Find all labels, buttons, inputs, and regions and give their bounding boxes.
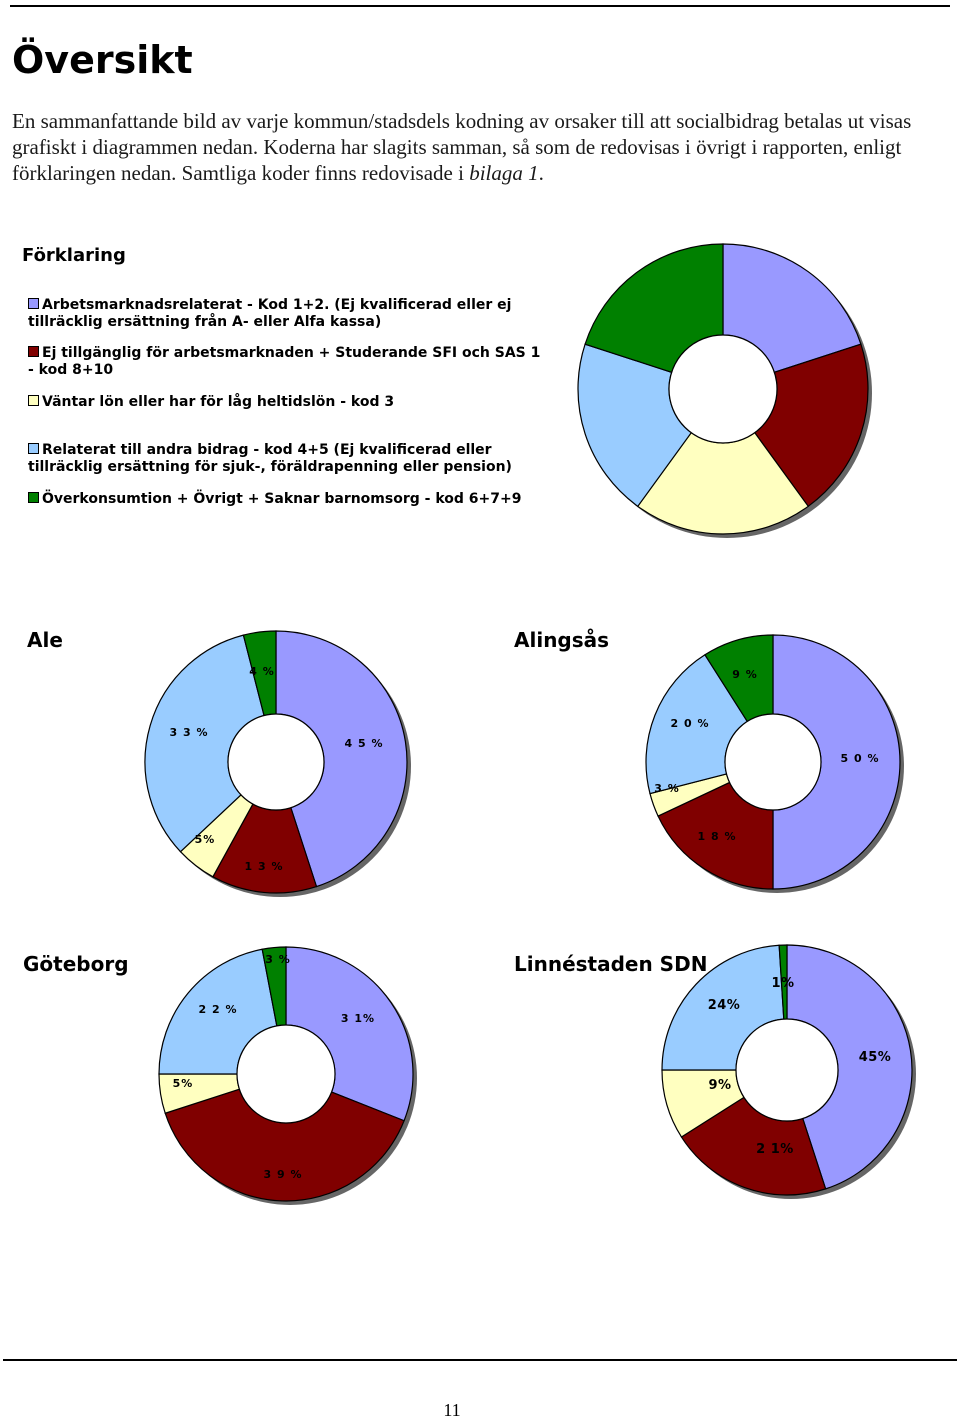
legend-swatch bbox=[28, 395, 39, 406]
legend-item: Ej tillgänglig för arbetsmarknaden + Stu… bbox=[28, 345, 548, 379]
donut-hole bbox=[724, 713, 822, 811]
data-label: 1 8 % bbox=[698, 830, 737, 843]
chart-title-goteborg: Göteborg bbox=[23, 952, 129, 976]
data-label: 3 % bbox=[265, 953, 291, 966]
bottom-rule bbox=[3, 1359, 957, 1361]
legend-item: Arbetsmarknadsrelaterat - Kod 1+2. (Ej k… bbox=[28, 297, 548, 331]
intro-paragraph: En sammanfattande bild av varje kommun/s… bbox=[12, 108, 912, 186]
legend-item: Överkonsumtion + Övrigt + Saknar barnoms… bbox=[28, 491, 548, 508]
donut-chart-2: 5 0 % 1 8 % 3 % 2 0 % 9 % bbox=[645, 634, 904, 893]
data-label: 9% bbox=[708, 1078, 731, 1093]
data-label: 5% bbox=[195, 833, 216, 846]
data-label: 2 2 % bbox=[199, 1003, 238, 1016]
legend-swatch bbox=[28, 346, 39, 357]
legend-swatch bbox=[28, 492, 39, 503]
legend-label: Arbetsmarknadsrelaterat - Kod 1+2. (Ej k… bbox=[28, 297, 512, 330]
legend-label: Överkonsumtion + Övrigt + Saknar barnoms… bbox=[42, 491, 522, 507]
donut-hole bbox=[735, 1018, 839, 1122]
chart-title-ale: Ale bbox=[27, 628, 63, 652]
page-number: 11 bbox=[443, 1400, 461, 1420]
data-label: 9 % bbox=[732, 668, 758, 681]
donut-hole bbox=[668, 334, 778, 444]
top-rule bbox=[10, 5, 950, 7]
data-label: 3 9 % bbox=[264, 1168, 303, 1181]
legend-heading: Förklaring bbox=[22, 245, 126, 266]
page-title: Översikt bbox=[12, 38, 193, 82]
legend-label: Ej tillgänglig för arbetsmarknaden + Stu… bbox=[28, 345, 541, 378]
data-label: 5% bbox=[173, 1077, 194, 1090]
legend-item: Väntar lön eller har för låg heltidslön … bbox=[28, 394, 548, 411]
data-label: 1% bbox=[771, 976, 794, 991]
donut-chart-4: 45% 2 1% 9% 24% 1% bbox=[661, 944, 916, 1199]
chart-title-alingsas: Alingsås bbox=[514, 628, 610, 652]
data-label: 2 1% bbox=[756, 1142, 794, 1157]
legend-swatch bbox=[28, 298, 39, 309]
data-label: 5 0 % bbox=[841, 752, 880, 765]
legend-label: Relaterat till andra bidrag - kod 4+5 (E… bbox=[28, 442, 512, 475]
chart-title-linnestaden: Linnéstaden SDN bbox=[514, 952, 708, 976]
data-label: 45% bbox=[859, 1050, 892, 1065]
legend-label: Väntar lön eller har för låg heltidslön … bbox=[42, 394, 395, 410]
donut-chart-0 bbox=[577, 243, 872, 538]
data-label: 2 0 % bbox=[671, 717, 710, 730]
donut-chart-1: 4 5 % 1 3 % 5% 3 3 % 4 % bbox=[144, 630, 411, 897]
data-label: 3 % bbox=[654, 782, 680, 795]
legend-swatch bbox=[28, 443, 39, 454]
donut-chart-3: 3 1% 3 9 % 5% 2 2 % 3 % bbox=[158, 946, 417, 1205]
donut-hole bbox=[227, 713, 325, 811]
data-label: 4 5 % bbox=[345, 737, 384, 750]
intro-text: En sammanfattande bild av varje kommun/s… bbox=[12, 109, 912, 185]
data-label: 24% bbox=[708, 998, 741, 1013]
data-label: 3 1% bbox=[341, 1012, 375, 1025]
data-label: 1 3 % bbox=[245, 860, 284, 873]
data-label: 3 3 % bbox=[170, 726, 209, 739]
donut-hole bbox=[236, 1024, 336, 1124]
intro-appendix-ref: bilaga 1 bbox=[469, 161, 539, 185]
intro-end: . bbox=[538, 161, 544, 185]
data-label: 4 % bbox=[249, 665, 275, 678]
legend-item: Relaterat till andra bidrag - kod 4+5 (E… bbox=[28, 442, 548, 476]
